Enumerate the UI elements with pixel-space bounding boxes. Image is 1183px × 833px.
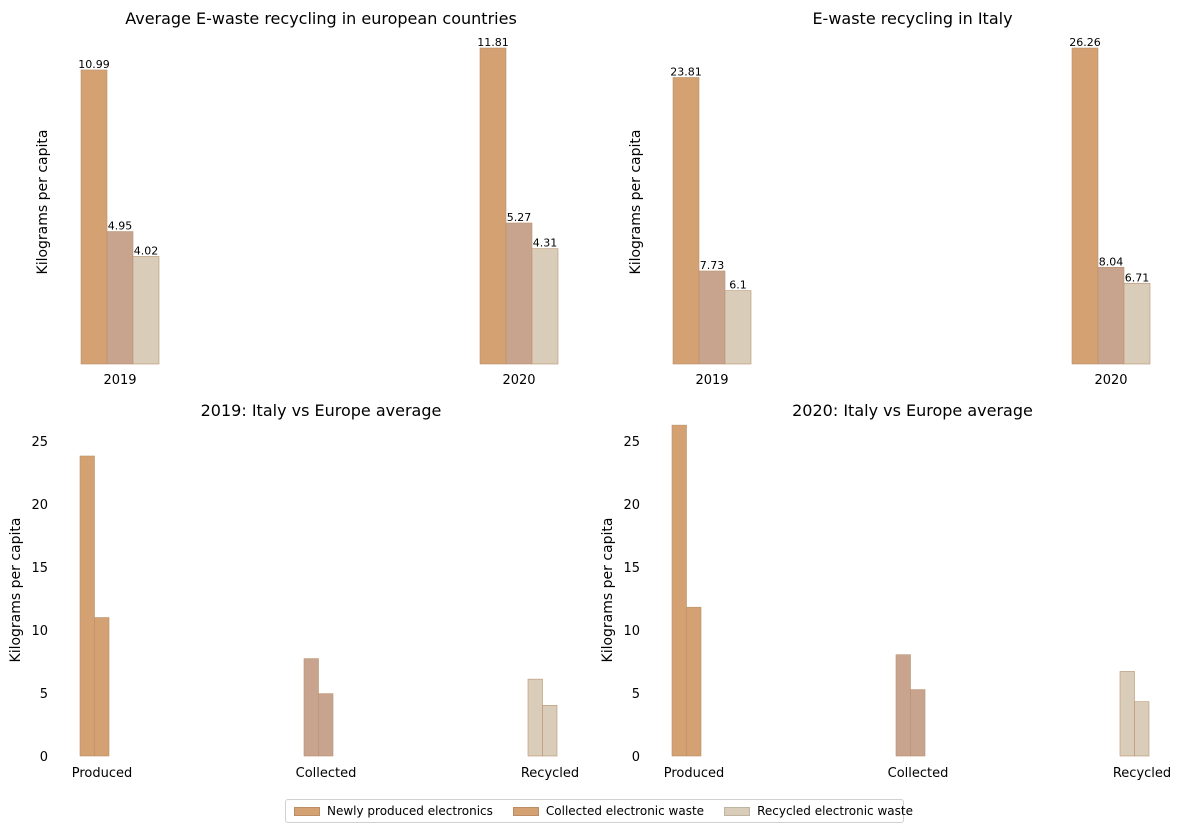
bar-produced-italy [671, 424, 687, 757]
ytick-label-0: 0 [632, 750, 640, 765]
data-label-2019-produced: 10.99 [78, 58, 110, 71]
panel-4-ylabel: Kilograms per capita [600, 518, 616, 663]
bar-2019-produced [80, 69, 108, 365]
bar-2019-collected [698, 270, 726, 365]
bar-2020-recycled [1123, 282, 1151, 365]
xtick-label-recycled: Recycled [521, 766, 579, 781]
xtick-label-2019: 2019 [695, 373, 728, 388]
bar-collected-italy [895, 654, 911, 757]
legend-swatch-produced [294, 806, 320, 816]
bar-collected-europe [318, 693, 334, 757]
data-label-2020-produced: 26.26 [1069, 36, 1101, 49]
ytick-label-15: 15 [31, 561, 48, 576]
ytick-label-20: 20 [31, 498, 48, 513]
data-label-2020-recycled: 6.71 [1125, 271, 1150, 284]
data-label-2020-collected: 5.27 [507, 211, 532, 224]
panel-3-ylabel: Kilograms per capita [8, 518, 24, 663]
legend-label-produced: Newly produced electronics [327, 804, 493, 818]
ytick-label-25: 25 [31, 435, 48, 450]
legend-item-collected: Collected electronic waste [512, 804, 705, 818]
legend-swatch-collected [512, 806, 539, 816]
bar-2020-recycled [531, 248, 559, 365]
bar-recycled-italy [527, 678, 543, 757]
bar-2019-produced [672, 77, 700, 365]
legend-item-produced: Newly produced electronics [294, 804, 493, 818]
data-label-2019-collected: 4.95 [108, 220, 133, 233]
panel-2-ylabel: Kilograms per capita [628, 130, 644, 275]
ytick-label-25: 25 [623, 435, 640, 450]
bar-recycled-italy [1119, 671, 1135, 757]
bar-2020-produced [479, 47, 507, 365]
panel-4-title: 2020: Italy vs Europe average [792, 401, 1033, 420]
legend-item-recycled: Recycled electronic waste [724, 804, 913, 818]
bar-2020-collected [1097, 266, 1125, 365]
data-label-2019-collected: 7.73 [700, 259, 725, 272]
legend: Newly produced electronics Collected ele… [285, 799, 913, 823]
ytick-label-0: 0 [40, 750, 48, 765]
bar-collected-europe [910, 689, 926, 757]
bar-2019-recycled [132, 256, 160, 365]
bar-produced-europe [94, 617, 110, 757]
data-label-2020-recycled: 4.31 [533, 237, 558, 250]
bar-2020-produced [1071, 47, 1099, 365]
ytick-label-20: 20 [623, 498, 640, 513]
ytick-label-15: 15 [623, 561, 640, 576]
xtick-label-collected: Collected [296, 766, 357, 781]
panel-1-title: Average E-waste recycling in european co… [125, 9, 517, 28]
bar-produced-europe [686, 606, 702, 757]
bar-2020-collected [505, 222, 533, 365]
data-label-2019-produced: 23.81 [670, 65, 702, 78]
legend-swatch-recycled [724, 806, 751, 816]
data-label-2020-produced: 11.81 [477, 36, 509, 49]
bar-recycled-europe [1134, 701, 1150, 757]
data-label-2019-recycled: 6.1 [729, 279, 747, 292]
data-label-2019-recycled: 4.02 [134, 244, 159, 257]
xtick-label-recycled: Recycled [1113, 766, 1171, 781]
xtick-label-2020: 2020 [1094, 373, 1127, 388]
xtick-label-collected: Collected [888, 766, 949, 781]
panel-3-title: 2019: Italy vs Europe average [201, 401, 442, 420]
data-label-2020-collected: 8.04 [1099, 255, 1124, 268]
ytick-label-5: 5 [632, 687, 640, 702]
panel-2-title: E-waste recycling in Italy [812, 9, 1012, 28]
bar-recycled-europe [542, 705, 558, 757]
bar-produced-italy [79, 455, 95, 757]
figure: Average E-waste recycling in european co… [8, 9, 1171, 781]
panel-1-ylabel: Kilograms per capita [35, 130, 51, 275]
legend-label-collected: Collected electronic waste [545, 804, 705, 818]
xtick-label-produced: Produced [72, 766, 133, 781]
xtick-label-2019: 2019 [103, 373, 136, 388]
bar-2019-collected [106, 231, 134, 365]
ytick-label-5: 5 [40, 687, 48, 702]
xtick-label-2020: 2020 [502, 373, 535, 388]
ytick-label-10: 10 [623, 624, 640, 639]
legend-label-recycled: Recycled electronic waste [757, 804, 913, 818]
ytick-label-10: 10 [31, 624, 48, 639]
xtick-label-produced: Produced [664, 766, 725, 781]
bar-2019-recycled [724, 290, 752, 365]
bar-collected-italy [303, 658, 319, 757]
